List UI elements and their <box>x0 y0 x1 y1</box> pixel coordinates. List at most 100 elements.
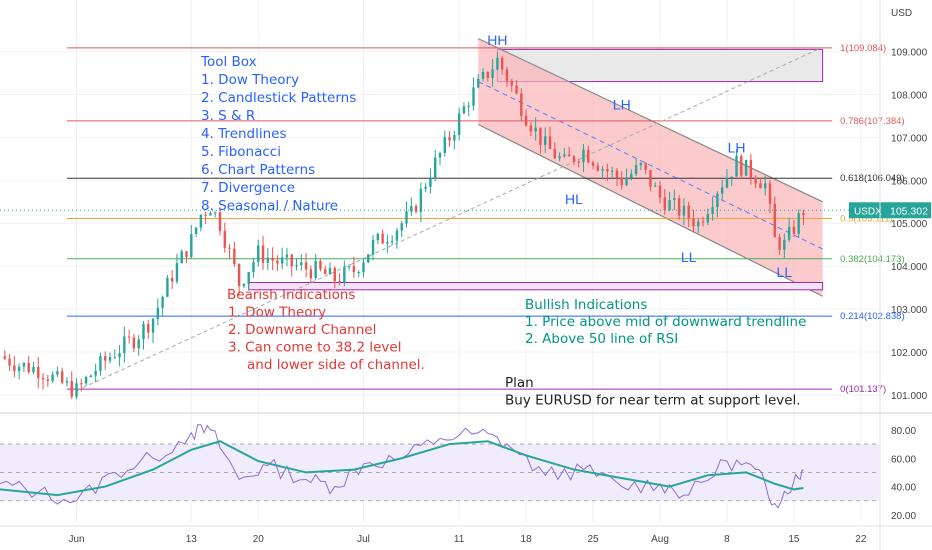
candle-body <box>658 185 662 198</box>
candle-body <box>362 262 365 273</box>
candle-body <box>577 161 580 163</box>
candle-body <box>500 57 504 70</box>
fib-level-label: 0.382(104.173) <box>840 254 904 265</box>
rsi-tick-label: 40.00 <box>891 483 916 494</box>
bearish-line: and lower side of channel. <box>247 357 425 373</box>
candle-body <box>587 149 590 163</box>
candle-body <box>754 178 757 184</box>
price-tick-label: 106.000 <box>891 176 928 187</box>
candle-body <box>65 381 69 383</box>
candle-body <box>60 371 64 383</box>
candle-body <box>462 106 466 114</box>
candle-body <box>94 370 97 376</box>
candle-body <box>434 157 437 179</box>
candle-body <box>663 197 666 211</box>
rsi-tick-label: 80.00 <box>891 426 916 437</box>
candle-body <box>147 323 150 333</box>
candle-body <box>615 170 619 178</box>
candle-body <box>759 183 762 189</box>
candle-body <box>567 154 571 157</box>
time-tick-label: 15 <box>788 534 800 545</box>
candle-body <box>668 200 671 211</box>
candle-body <box>257 245 260 262</box>
candle-body <box>357 272 360 274</box>
candle-body <box>99 356 102 371</box>
candle-body <box>405 211 408 224</box>
toolbox-line: 8. Seasonal / Nature <box>201 198 338 214</box>
candle-body <box>457 113 461 135</box>
candle-body <box>252 261 255 273</box>
candle-body <box>142 323 145 340</box>
price-tick-label: 108.000 <box>891 90 928 101</box>
last-price-tag <box>849 202 931 219</box>
bullish-line: 2. Above 50 line of RSI <box>525 331 678 347</box>
candle-body <box>477 78 480 88</box>
candle-body <box>328 268 332 275</box>
candle-body <box>22 362 26 367</box>
candle-body <box>89 375 93 377</box>
rsi-smoothed-line <box>0 440 804 497</box>
bearish-line: Bearish Indications <box>227 287 355 303</box>
candle-body <box>591 162 595 166</box>
toolbox-line: 5. Fibonacci <box>201 144 281 160</box>
time-tick-label: 18 <box>521 534 533 545</box>
candle-body <box>644 163 647 170</box>
candle-body <box>453 134 456 141</box>
candle-body <box>486 71 490 78</box>
candle-body <box>400 223 403 231</box>
candle-body <box>429 178 432 187</box>
candle-body <box>630 173 633 178</box>
candle-body <box>367 254 370 263</box>
candle-body <box>448 137 451 141</box>
candle-body <box>797 213 800 234</box>
rsi-tick-label: 60.00 <box>891 454 916 465</box>
candle-body <box>137 339 140 349</box>
candle-body <box>544 136 547 145</box>
time-tick-label: Jun <box>68 534 84 545</box>
candle-body <box>558 156 561 159</box>
candle-body <box>692 218 695 227</box>
candle-body <box>194 227 198 235</box>
candle-body <box>237 264 241 287</box>
candle-body <box>151 318 155 333</box>
candle-body <box>104 356 107 361</box>
rising-trendline <box>76 46 823 392</box>
candle-body <box>749 159 753 179</box>
candle-body <box>51 374 54 381</box>
candle-body <box>295 265 298 267</box>
price-tick-label: 104.000 <box>891 262 928 273</box>
price-tick-label: 107.000 <box>891 133 928 144</box>
candle-body <box>606 169 609 172</box>
candle-body <box>276 260 279 264</box>
fib-level-label: 0.5(105.111) <box>840 213 892 224</box>
candle-body <box>333 268 336 282</box>
rsi-line <box>0 424 804 509</box>
candle-body <box>166 277 169 297</box>
candle-body <box>649 169 652 187</box>
candle-body <box>534 127 537 132</box>
swing-label: HL <box>565 191 583 207</box>
fib-level-label: 0.618(106.049) <box>840 173 904 184</box>
candle-body <box>716 193 719 208</box>
swing-label: HH <box>487 32 507 48</box>
candle-body <box>13 365 16 371</box>
last-price-symbol: USDX <box>854 206 882 217</box>
candle-body <box>529 125 533 132</box>
channel-upper-line <box>478 38 823 203</box>
candle-body <box>247 272 250 284</box>
currency-label: USD <box>891 8 912 19</box>
rsi-tick-label: 20.00 <box>891 511 916 522</box>
candle-body <box>300 262 303 266</box>
candle-body <box>46 379 50 381</box>
candle-body <box>161 296 164 308</box>
time-tick-label: 25 <box>587 534 599 545</box>
candle-body <box>783 239 786 250</box>
candle-body <box>424 186 427 189</box>
toolbox-line: 1. Dow Theory <box>201 72 299 88</box>
candle-body <box>443 137 446 153</box>
candle-body <box>735 156 738 177</box>
plan-line: Buy EURUSD for near term at support leve… <box>505 393 801 409</box>
time-tick-label: Aug <box>651 534 669 545</box>
candle-body <box>381 233 384 244</box>
candle-body <box>218 212 222 231</box>
